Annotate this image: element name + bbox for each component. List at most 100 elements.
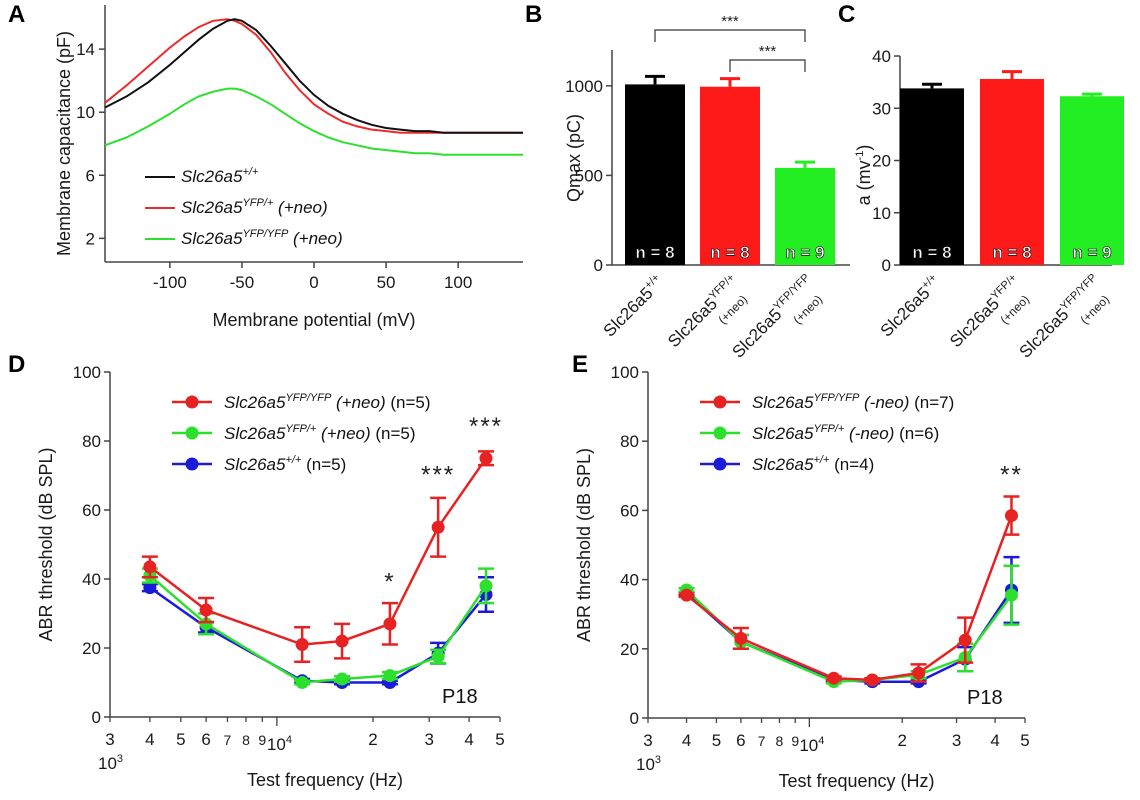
d-legend-marker-1 bbox=[185, 426, 199, 440]
d-x-tick-label: 5 bbox=[176, 730, 185, 749]
b-category-extra-2: (+neo) bbox=[790, 292, 825, 327]
e-y-tick-label: 0 bbox=[630, 709, 639, 728]
a-y-tick-label: 2 bbox=[86, 229, 95, 248]
d-significance-1: *** bbox=[421, 461, 455, 488]
d-significance-0: * bbox=[384, 568, 395, 595]
e-data-point-2 bbox=[958, 633, 972, 647]
e-data-point-2 bbox=[1004, 509, 1018, 523]
panel-letter-a: A bbox=[8, 1, 25, 28]
d-data-point-1 bbox=[295, 676, 309, 689]
e-y-axis-label: ABR threshold (dB SPL) bbox=[574, 448, 594, 642]
a-y-tick-label: 6 bbox=[86, 166, 95, 185]
d-x-tick-label: 6 bbox=[201, 730, 210, 749]
c-category-extra-1: (+neo) bbox=[997, 292, 1032, 327]
a-legend-label-2: Slc26a5YFP/YFP (+neo) bbox=[181, 228, 343, 248]
e-legend-marker-1 bbox=[713, 426, 727, 440]
c-bar-1 bbox=[980, 78, 1044, 266]
e-x-tick-label: 9 bbox=[791, 733, 799, 749]
e-y-tick-label: 20 bbox=[620, 640, 639, 659]
a-x-axis-label: Membrane potential (mV) bbox=[212, 310, 415, 330]
d-y-tick-label: 60 bbox=[82, 501, 101, 520]
e-y-tick-label: 60 bbox=[620, 501, 639, 520]
d-data-point-1 bbox=[335, 672, 349, 686]
c-bar-2 bbox=[1060, 96, 1124, 265]
c-n-label-0: n = 8 bbox=[912, 243, 951, 262]
e-x-axis-label: Test frequency (Hz) bbox=[778, 771, 934, 791]
e-legend-label-2: Slc26a5YFP/YFP (-neo) (n=7) bbox=[752, 392, 954, 412]
a-y-axis-label: Membrane capacitance (pF) bbox=[54, 31, 74, 256]
b-y-tick-label: 500 bbox=[575, 166, 603, 185]
b-significance-label-1: *** bbox=[759, 43, 777, 60]
d-x-tick-label: 8 bbox=[242, 732, 250, 748]
a-y-tick-label: 14 bbox=[76, 40, 95, 59]
b-significance-label-0: *** bbox=[721, 13, 739, 30]
d-y-tick-label: 80 bbox=[82, 432, 101, 451]
d-data-point-1 bbox=[479, 579, 493, 593]
e-x-tick-label: 5 bbox=[712, 731, 721, 750]
a-x-tick-label: 100 bbox=[444, 273, 472, 292]
b-y-tick-label: 0 bbox=[594, 256, 603, 275]
c-y-tick-label: 30 bbox=[872, 99, 891, 118]
d-x-tick-label: 4 bbox=[145, 730, 154, 749]
d-data-point-0 bbox=[143, 581, 157, 595]
e-x-tick-label: 2 bbox=[897, 731, 906, 750]
a-x-tick-label: 50 bbox=[377, 273, 396, 292]
a-series-line-2 bbox=[104, 87, 523, 156]
d-data-point-2 bbox=[295, 638, 309, 652]
e-data-point-1 bbox=[1004, 588, 1018, 602]
d-data-point-1 bbox=[383, 669, 397, 683]
c-n-label-2: n = 9 bbox=[1072, 243, 1111, 262]
e-y-tick-label: 80 bbox=[620, 432, 639, 451]
a-x-tick-label: 0 bbox=[309, 273, 318, 292]
d-data-point-2 bbox=[383, 617, 397, 631]
d-x-tick-label: 9 bbox=[258, 732, 266, 748]
e-legend-marker-2 bbox=[713, 395, 727, 409]
c-y-tick-label: 20 bbox=[872, 152, 891, 171]
d-y-tick-label: 40 bbox=[82, 570, 101, 589]
b-y-tick-label: 1000 bbox=[565, 77, 603, 96]
b-y-axis-label: Qmax (pC) bbox=[564, 114, 584, 202]
c-category-extra-2: (+neo) bbox=[1077, 292, 1112, 327]
b-category-label-0: Slc26a5+/+ bbox=[599, 272, 668, 341]
e-x-tick-label: 4 bbox=[990, 731, 999, 750]
c-category-label-0: Slc26a5+/+ bbox=[876, 272, 945, 341]
e-legend-label-0: Slc26a5+/+ (n=4) bbox=[752, 454, 874, 474]
e-y-tick-label: 40 bbox=[620, 571, 639, 590]
b-bar-1 bbox=[700, 86, 760, 266]
e-y-tick-label: 100 bbox=[611, 363, 639, 382]
a-y-tick-label: 10 bbox=[76, 103, 95, 122]
d-data-point-2 bbox=[143, 560, 157, 574]
panel-letter-c: C bbox=[838, 1, 855, 28]
panel-letter-e: E bbox=[572, 351, 588, 378]
a-x-tick-label: -100 bbox=[153, 273, 187, 292]
e-legend-label-1: Slc26a5YFP/+ (-neo) (n=6) bbox=[752, 423, 939, 443]
d-decade-label-4: 104 bbox=[267, 734, 292, 754]
d-decade-label-3: 103 bbox=[98, 753, 123, 773]
e-legend-marker-0 bbox=[713, 457, 727, 471]
c-y-tick-label: 0 bbox=[882, 256, 891, 275]
e-x-tick-label: 3 bbox=[643, 731, 652, 750]
d-x-tick-label: 2 bbox=[368, 730, 377, 749]
d-legend-label-0: Slc26a5+/+ (n=5) bbox=[224, 454, 346, 474]
d-x-axis-label: Test frequency (Hz) bbox=[247, 770, 403, 790]
b-n-label-1: n = 8 bbox=[710, 243, 749, 262]
e-x-tick-label: 6 bbox=[736, 731, 745, 750]
b-significance-bracket-0 bbox=[654, 29, 806, 42]
e-x-tick-label: 4 bbox=[682, 731, 691, 750]
d-x-tick-label: 3 bbox=[424, 730, 433, 749]
d-data-point-2 bbox=[479, 451, 493, 465]
a-legend-label-1: Slc26a5YFP/+ (+neo) bbox=[181, 197, 328, 217]
d-data-point-2 bbox=[199, 603, 213, 617]
e-x-tick-label: 5 bbox=[1020, 731, 1029, 750]
d-legend-label-2: Slc26a5YFP/YFP (+neo) (n=5) bbox=[224, 392, 431, 412]
e-significance-0: ** bbox=[1000, 462, 1023, 489]
e-x-tick-label: 7 bbox=[758, 733, 766, 749]
d-x-tick-label: 4 bbox=[464, 730, 473, 749]
a-x-tick-label: -50 bbox=[230, 273, 255, 292]
d-legend-marker-2 bbox=[185, 395, 199, 409]
e-decade-label-3: 103 bbox=[636, 754, 661, 774]
